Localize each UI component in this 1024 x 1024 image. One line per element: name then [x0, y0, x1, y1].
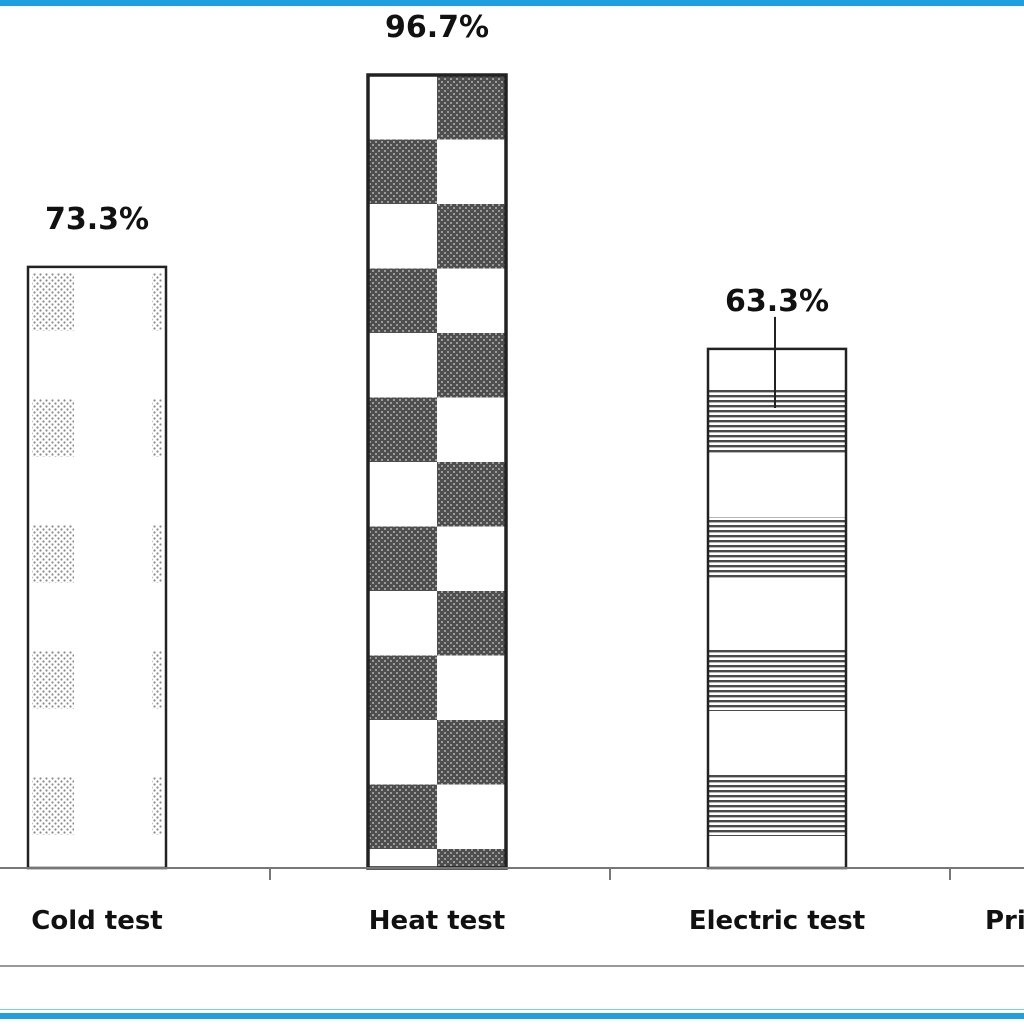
bar-heat-test [366, 73, 508, 870]
bar-electric-test [706, 347, 848, 870]
x-tick-label-2: Heat test [369, 906, 505, 936]
data-label-heat-test: 96.7% [385, 10, 489, 45]
x-tick-label-4: Pri [985, 906, 1024, 936]
bar-cold-test [26, 265, 168, 870]
bottom-frame-border [0, 1013, 1024, 1019]
x-tick-label-1: Cold test [31, 906, 163, 936]
x-tick-label-3: Electric test [689, 906, 865, 936]
data-label-electric-test: 63.3% [725, 284, 829, 319]
data-label-cold-test: 73.3% [45, 202, 149, 237]
bottom-frame-line [0, 1009, 1024, 1010]
top-frame-border [0, 0, 1024, 6]
